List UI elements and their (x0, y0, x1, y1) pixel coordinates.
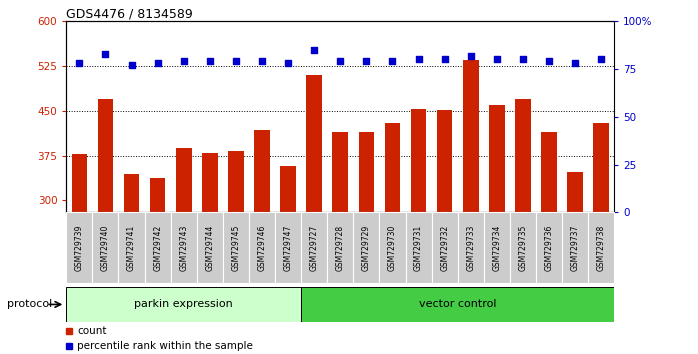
Point (100, 51, 111, 57)
Bar (489, 105, 505, 212)
Bar (124, 173, 140, 212)
Text: GSM729728: GSM729728 (336, 225, 345, 271)
Bar (410, 109, 426, 212)
Text: GSM729747: GSM729747 (283, 224, 292, 271)
Bar (437, 110, 452, 212)
FancyBboxPatch shape (353, 212, 380, 283)
Bar (281, 166, 296, 212)
FancyBboxPatch shape (66, 287, 301, 322)
Bar (593, 123, 609, 212)
Bar (150, 178, 165, 212)
FancyBboxPatch shape (301, 212, 327, 283)
Bar (306, 75, 322, 212)
Bar (176, 148, 191, 212)
Text: GSM729737: GSM729737 (570, 224, 579, 271)
Point (283, 61, 294, 66)
Bar (463, 60, 479, 212)
FancyBboxPatch shape (223, 212, 249, 283)
Text: GSM729731: GSM729731 (414, 225, 423, 271)
Text: protocol: protocol (7, 299, 52, 309)
FancyBboxPatch shape (406, 212, 431, 283)
Point (126, 62, 137, 68)
FancyBboxPatch shape (92, 212, 119, 283)
Point (74, 61, 85, 66)
FancyBboxPatch shape (380, 212, 406, 283)
Text: GSM729744: GSM729744 (205, 224, 214, 271)
FancyBboxPatch shape (249, 212, 275, 283)
Text: percentile rank within the sample: percentile rank within the sample (77, 341, 253, 351)
Point (413, 57, 424, 62)
Text: GSM729736: GSM729736 (544, 224, 554, 271)
Point (205, 58, 216, 64)
FancyBboxPatch shape (66, 212, 92, 283)
Bar (567, 172, 583, 212)
Point (256, 58, 267, 64)
Text: count: count (77, 326, 107, 336)
Text: vector control: vector control (419, 299, 496, 309)
Bar (254, 130, 270, 212)
Point (544, 58, 555, 64)
Bar (385, 123, 400, 212)
FancyBboxPatch shape (327, 212, 353, 283)
FancyBboxPatch shape (588, 212, 614, 283)
Text: GSM729740: GSM729740 (101, 224, 110, 271)
FancyBboxPatch shape (301, 287, 614, 322)
Bar (359, 132, 374, 212)
Point (595, 57, 607, 62)
Text: GSM729734: GSM729734 (492, 224, 501, 271)
FancyBboxPatch shape (275, 212, 301, 283)
Text: GSM729742: GSM729742 (153, 225, 162, 271)
Text: GSM729732: GSM729732 (440, 225, 449, 271)
Bar (228, 151, 244, 212)
Text: parkin expression: parkin expression (134, 299, 233, 309)
Bar (515, 99, 530, 212)
Text: GSM729746: GSM729746 (258, 224, 267, 271)
Text: GDS4476 / 8134589: GDS4476 / 8134589 (66, 7, 193, 20)
Point (152, 61, 163, 66)
Text: GSM729733: GSM729733 (466, 224, 475, 271)
Bar (541, 132, 557, 212)
Bar (71, 154, 87, 212)
Point (517, 57, 528, 62)
Bar (202, 153, 218, 212)
Point (570, 61, 581, 66)
Text: GSM729730: GSM729730 (388, 224, 397, 271)
FancyBboxPatch shape (119, 212, 144, 283)
Point (178, 58, 189, 64)
Point (491, 57, 503, 62)
Point (361, 58, 372, 64)
Point (439, 57, 450, 62)
FancyBboxPatch shape (144, 212, 171, 283)
FancyBboxPatch shape (484, 212, 510, 283)
FancyBboxPatch shape (536, 212, 562, 283)
FancyBboxPatch shape (458, 212, 484, 283)
Text: GSM729738: GSM729738 (597, 225, 606, 271)
Point (387, 58, 398, 64)
Text: GSM729735: GSM729735 (519, 224, 528, 271)
Text: GSM729727: GSM729727 (310, 225, 319, 271)
Text: GSM729741: GSM729741 (127, 225, 136, 271)
FancyBboxPatch shape (171, 212, 197, 283)
Point (230, 58, 242, 64)
Point (465, 53, 476, 58)
Text: GSM729739: GSM729739 (75, 224, 84, 271)
FancyBboxPatch shape (510, 212, 536, 283)
Point (309, 47, 320, 53)
Text: GSM729743: GSM729743 (179, 224, 188, 271)
Text: GSM729745: GSM729745 (232, 224, 240, 271)
Bar (98, 99, 113, 212)
FancyBboxPatch shape (562, 212, 588, 283)
FancyBboxPatch shape (431, 212, 458, 283)
Point (335, 58, 346, 64)
Bar (332, 132, 348, 212)
Text: GSM729729: GSM729729 (362, 225, 371, 271)
FancyBboxPatch shape (197, 212, 223, 283)
